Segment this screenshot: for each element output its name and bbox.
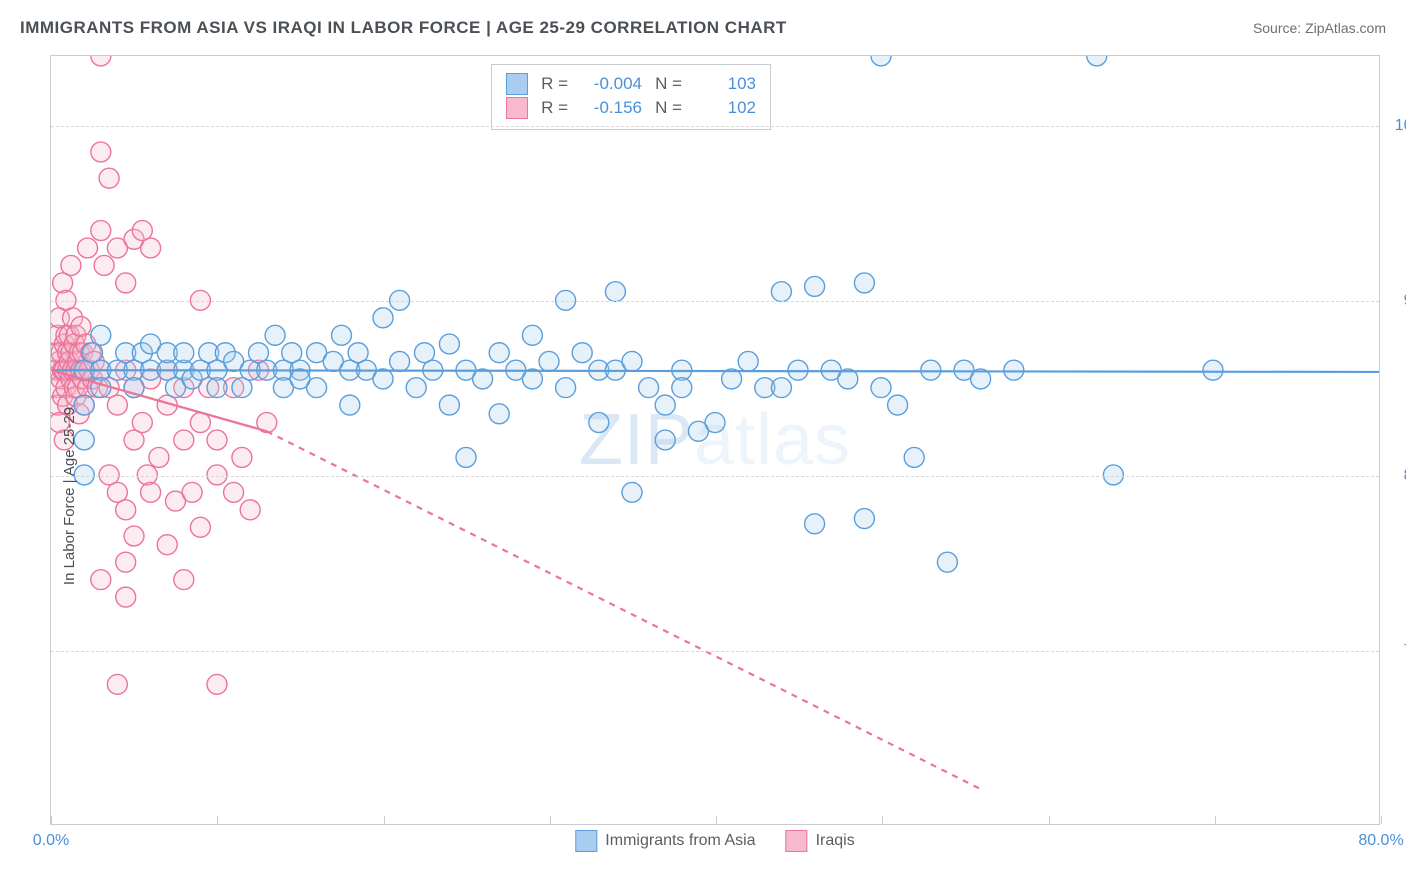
scatter-svg (51, 56, 1379, 824)
legend-entry-asia: Immigrants from Asia (575, 830, 755, 852)
chart-title: IMMIGRANTS FROM ASIA VS IRAQI IN LABOR F… (20, 18, 787, 38)
swatch-asia (506, 73, 528, 95)
stat-label-r: R = (538, 74, 568, 94)
title-bar: IMMIGRANTS FROM ASIA VS IRAQI IN LABOR F… (20, 18, 1386, 38)
y-axis-label: In Labor Force | Age 25-29 (61, 407, 78, 585)
plot-area: ZIPatlas In Labor Force | Age 25-29 R = … (50, 55, 1380, 825)
stats-legend-box: R = -0.004 N = 103 R = -0.156 N = 102 (491, 64, 771, 130)
asia-n-value: 103 (692, 74, 756, 94)
iraqi-n-value: 102 (692, 98, 756, 118)
legend-entry-iraqi: Iraqis (786, 830, 855, 852)
y-tick-label: 100.0% (1395, 117, 1406, 135)
bottom-legend: Immigrants from Asia Iraqis (575, 830, 854, 852)
x-tick-label: 80.0% (1358, 832, 1403, 850)
stat-label-n2: N = (652, 98, 682, 118)
legend-label-asia: Immigrants from Asia (605, 832, 755, 850)
swatch-asia-bottom (575, 830, 597, 852)
swatch-iraqi (506, 97, 528, 119)
asia-r-value: -0.004 (578, 74, 642, 94)
legend-label-iraqi: Iraqis (816, 832, 855, 850)
swatch-iraqi-bottom (786, 830, 808, 852)
stat-label-r2: R = (538, 98, 568, 118)
stats-row-iraqi: R = -0.156 N = 102 (506, 97, 756, 119)
stats-row-asia: R = -0.004 N = 103 (506, 73, 756, 95)
stat-label-n: N = (652, 74, 682, 94)
iraqi-r-value: -0.156 (578, 98, 642, 118)
source-label: Source: ZipAtlas.com (1253, 20, 1386, 36)
x-tick-label: 0.0% (33, 832, 69, 850)
